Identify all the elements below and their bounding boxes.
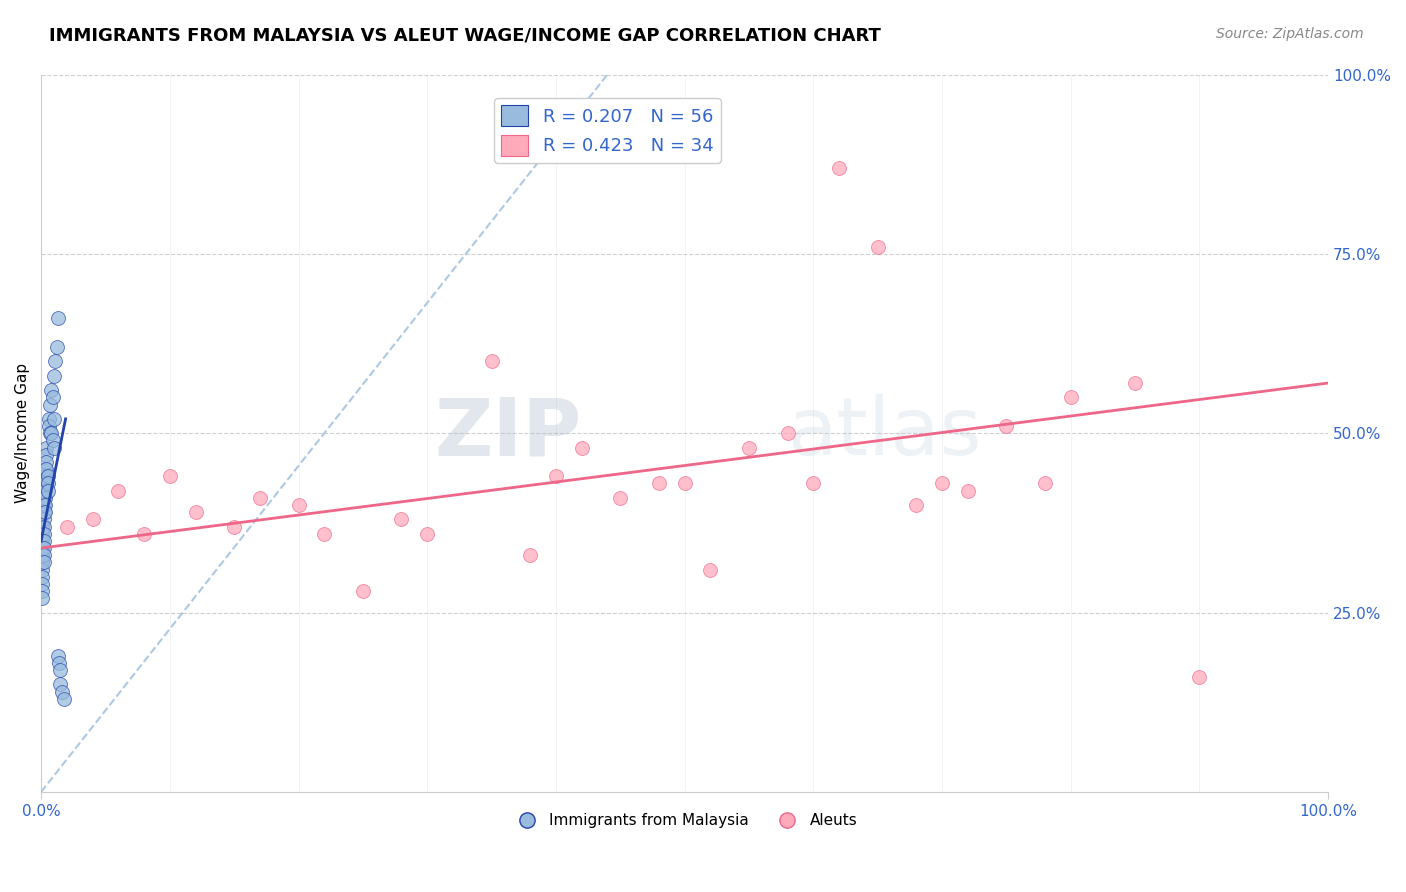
Point [31,533,53,548]
Point [53,691,76,706]
Text: atlas: atlas [787,394,981,472]
Point [132,526,155,541]
Point [56,519,79,533]
Point [39,398,62,412]
Point [31,541,53,555]
Legend: Immigrants from Malaysia, Aleuts: Immigrants from Malaysia, Aleuts [505,807,865,835]
Point [32,498,55,512]
Point [32,533,55,548]
Point [31,563,53,577]
Point [45,340,67,354]
Point [46,311,69,326]
Point [38,419,60,434]
Point [32,548,55,562]
Point [41,383,63,397]
Point [673,476,696,491]
Point [1123,376,1146,390]
Point [249,491,271,505]
Point [1060,390,1083,404]
Point [34,476,56,491]
Point [34,483,56,498]
Point [828,161,851,175]
Point [48,656,70,670]
Point [32,483,55,498]
Point [314,526,336,541]
Point [32,491,55,505]
Point [544,469,567,483]
Point [49,663,72,677]
Point [37,483,59,498]
Point [35,448,58,462]
Point [107,483,129,498]
Point [32,505,55,519]
Point [34,491,56,505]
Text: Source: ZipAtlas.com: Source: ZipAtlas.com [1216,27,1364,41]
Point [1033,476,1056,491]
Point [35,462,58,476]
Point [801,476,824,491]
Point [32,526,55,541]
Point [82,512,104,526]
Point [34,469,56,483]
Text: IMMIGRANTS FROM MALAYSIA VS ALEUT WAGE/INCOME GAP CORRELATION CHART: IMMIGRANTS FROM MALAYSIA VS ALEUT WAGE/I… [49,27,882,45]
Point [31,577,53,591]
Point [931,476,953,491]
Point [287,498,309,512]
Point [866,240,889,254]
Point [391,512,413,526]
Point [41,426,63,441]
Point [956,483,979,498]
Text: ZIP: ZIP [434,394,582,472]
Point [34,498,56,512]
Point [609,491,631,505]
Point [776,426,799,441]
Point [481,354,503,368]
Point [159,469,181,483]
Point [32,519,55,533]
Point [31,570,53,584]
Point [44,354,66,368]
Point [31,591,53,606]
Point [31,526,53,541]
Point [32,541,55,555]
Point [184,505,207,519]
Point [31,555,53,569]
Point [32,555,55,569]
Point [39,426,62,441]
Point [352,584,374,599]
Point [905,498,928,512]
Point [31,584,53,599]
Point [224,519,246,533]
Point [42,441,65,455]
Point [41,390,63,404]
Point [519,548,541,562]
Point [49,677,72,691]
Point [37,469,59,483]
Point [41,434,63,448]
Point [38,412,60,426]
Point [31,519,53,533]
Point [738,441,761,455]
Point [416,526,439,541]
Point [571,441,593,455]
Point [31,548,53,562]
Point [648,476,671,491]
Point [34,505,56,519]
Point [42,368,65,383]
Point [995,419,1018,434]
Point [35,455,58,469]
Point [51,684,73,698]
Point [32,512,55,526]
Point [35,441,58,455]
Point [37,476,59,491]
Point [46,648,69,663]
Point [34,462,56,476]
Y-axis label: Wage/Income Gap: Wage/Income Gap [15,363,30,503]
Point [699,563,721,577]
Point [42,412,65,426]
Point [1188,670,1211,684]
